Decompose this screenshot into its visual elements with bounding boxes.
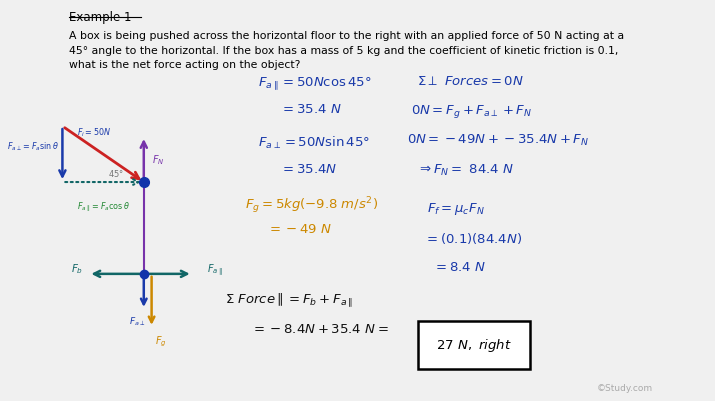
- Text: $F_{a\parallel}$: $F_{a\parallel}$: [207, 262, 222, 278]
- Text: $\Rightarrow F_N =\ 84.4\ N$: $\Rightarrow F_N =\ 84.4\ N$: [417, 163, 514, 178]
- Text: $F_N$: $F_N$: [152, 153, 164, 166]
- Text: $= -49\ N$: $= -49\ N$: [267, 223, 332, 235]
- FancyBboxPatch shape: [418, 321, 530, 369]
- Text: $F_{a\perp}=F_a\sin\theta$: $F_{a\perp}=F_a\sin\theta$: [7, 140, 59, 153]
- Text: $0N= F_g + F_{a\perp} + F_N$: $0N= F_g + F_{a\perp} + F_N$: [410, 103, 532, 120]
- Text: $= 35.4 N$: $= 35.4 N$: [280, 163, 337, 176]
- Text: $F_g= 5kg(-9.8\ m/s^2)$: $F_g= 5kg(-9.8\ m/s^2)$: [245, 194, 378, 215]
- Text: $= -8.4N + 35.4\ N =$: $= -8.4N + 35.4\ N =$: [251, 322, 389, 335]
- Text: $F_{a\parallel}= 50N\cos45°$: $F_{a\parallel}= 50N\cos45°$: [257, 75, 371, 92]
- Text: A box is being pushed across the horizontal floor to the right with an applied f: A box is being pushed across the horizon…: [69, 31, 624, 70]
- Text: $F_g$: $F_g$: [155, 334, 167, 348]
- Text: $0N= -49N + -35.4N + F_N$: $0N= -49N + -35.4N + F_N$: [408, 133, 590, 148]
- Text: $\Sigma\ Force\parallel = F_b + F_{a\parallel}$: $\Sigma\ Force\parallel = F_b + F_{a\par…: [225, 290, 353, 308]
- Text: $27\ N,\ right$: $27\ N,\ right$: [436, 336, 512, 353]
- Text: $F_b$: $F_b$: [71, 261, 83, 275]
- Text: $F_{a\perp}= 50N\sin45°$: $F_{a\perp}= 50N\sin45°$: [257, 135, 370, 151]
- Text: Example 1: Example 1: [69, 11, 132, 24]
- Text: $= 35.4\ N$: $= 35.4\ N$: [280, 103, 342, 116]
- Text: $\Sigma\perp\ Forces = 0N$: $\Sigma\perp\ Forces = 0N$: [417, 75, 524, 88]
- Text: $= 8.4\ N$: $= 8.4\ N$: [433, 260, 487, 273]
- Text: $45°$: $45°$: [108, 168, 124, 178]
- Text: $F_i = 50N$: $F_i = 50N$: [77, 127, 111, 139]
- Text: ©Study.com: ©Study.com: [597, 383, 653, 393]
- Text: $F_{a\perp}$: $F_{a\perp}$: [129, 315, 145, 327]
- Text: $F_{a\parallel}=F_a\cos\theta$: $F_{a\parallel}=F_a\cos\theta$: [77, 200, 129, 214]
- Text: $= (0.1)(84.4N)$: $= (0.1)(84.4N)$: [424, 230, 522, 245]
- Text: $F_f = \mu_c F_N$: $F_f = \mu_c F_N$: [427, 200, 485, 217]
